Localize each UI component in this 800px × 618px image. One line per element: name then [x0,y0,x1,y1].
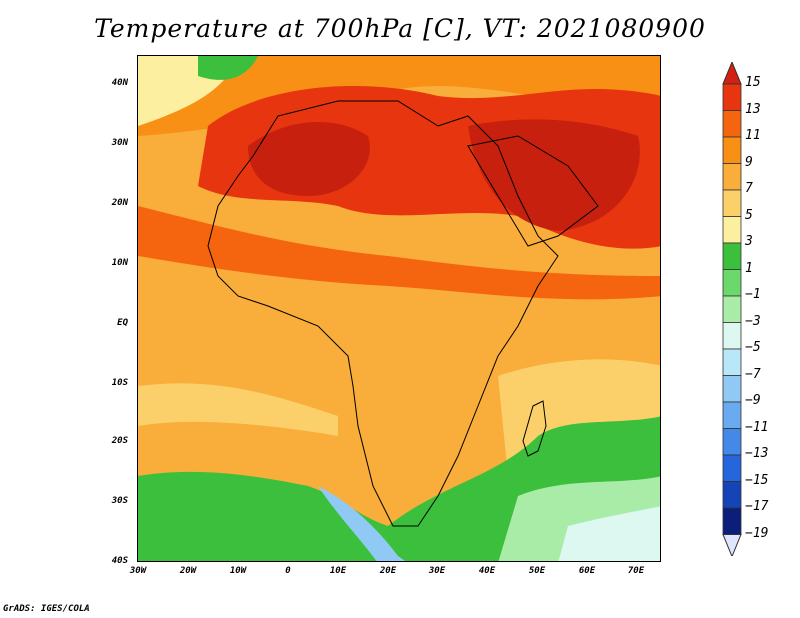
lon-tick-10w: 10W [229,566,247,576]
colorbar-bottom-arrow [722,534,742,556]
colorbar-label: 7 [745,181,753,196]
lat-tick-40n: 40N [111,78,128,88]
colorbar-box [722,110,742,138]
footer-credit: GrADS: IGES/COLA [3,604,90,614]
colorbar-box [722,163,742,191]
colorbar-box [722,295,742,323]
colorbar-box [722,83,742,111]
colorbar-label: −11 [745,419,769,435]
lon-tick-30w: 30W [129,566,147,576]
field-sahel [138,206,660,300]
lat-tick-10s: 10S [111,378,128,388]
colorbar-label: 3 [745,234,753,249]
colorbar-box [722,216,742,244]
lon-tick-0: 0 [285,566,291,576]
colorbar-label: 13 [745,101,761,117]
colorbar-label: 15 [745,75,761,90]
lon-tick-60e: 60E [578,566,596,576]
colorbar-label: −17 [745,499,769,514]
colorbar-label: 1 [745,260,753,276]
arabia-outline [467,135,599,247]
colorbar [722,62,742,556]
lat-tick-20n: 20N [111,198,128,208]
lon-tick-30e: 30E [428,566,446,576]
colorbar-box [722,507,742,535]
colorbar-box [722,189,742,217]
lon-tick-20w: 20W [179,566,197,576]
colorbar-box [722,242,742,270]
colorbar-label: −5 [745,340,761,355]
colorbar-box [722,269,742,297]
colorbar-box [722,454,742,482]
lon-tick-40e: 40E [478,566,496,576]
field-cold-tongue [318,486,406,561]
colorbar-top-arrow [722,62,742,85]
colorbar-box [722,401,742,429]
temperature-map [138,56,660,561]
colorbar-label: 5 [745,207,753,223]
lat-tick-30n: 30N [111,138,128,148]
madagascar-outline [522,400,547,457]
lon-tick-10e: 10E [329,566,347,576]
colorbar-label: −19 [745,525,769,541]
colorbar-box [722,348,742,376]
colorbar-label: −15 [745,472,769,488]
lat-tick-30s: 30S [111,496,128,506]
lon-tick-50e: 50E [528,566,546,576]
colorbar-box [722,481,742,509]
colorbar-label: −7 [745,366,761,382]
field-sahara-15 [248,122,370,196]
lon-tick-20e: 20E [379,566,397,576]
colorbar-label: −9 [745,393,761,408]
colorbar-label: −13 [745,446,769,461]
field-south-cyan [558,506,660,561]
page-title: Temperature at 700hPa [C], VT: 202108090… [94,14,706,43]
colorbar-label: 9 [745,154,753,170]
colorbar-label: −3 [745,313,761,329]
lat-tick-20s: 20S [111,436,128,446]
colorbar-label: −1 [745,287,761,302]
map-panel [137,55,661,562]
africa-coastline [207,100,559,527]
lat-tick-eq: EQ [117,318,128,328]
field-south-atlantic [138,383,338,436]
colorbar-box [722,136,742,164]
field-green-nw [198,56,258,80]
field-arabia-15 [468,119,640,231]
colorbar-box [722,322,742,350]
lat-tick-10n: 10N [111,258,128,268]
colorbar-box [722,428,742,456]
colorbar-label: 11 [745,128,761,143]
lat-tick-40s: 40S [111,556,128,566]
colorbar-box [722,375,742,403]
lon-tick-70e: 70E [627,566,645,576]
